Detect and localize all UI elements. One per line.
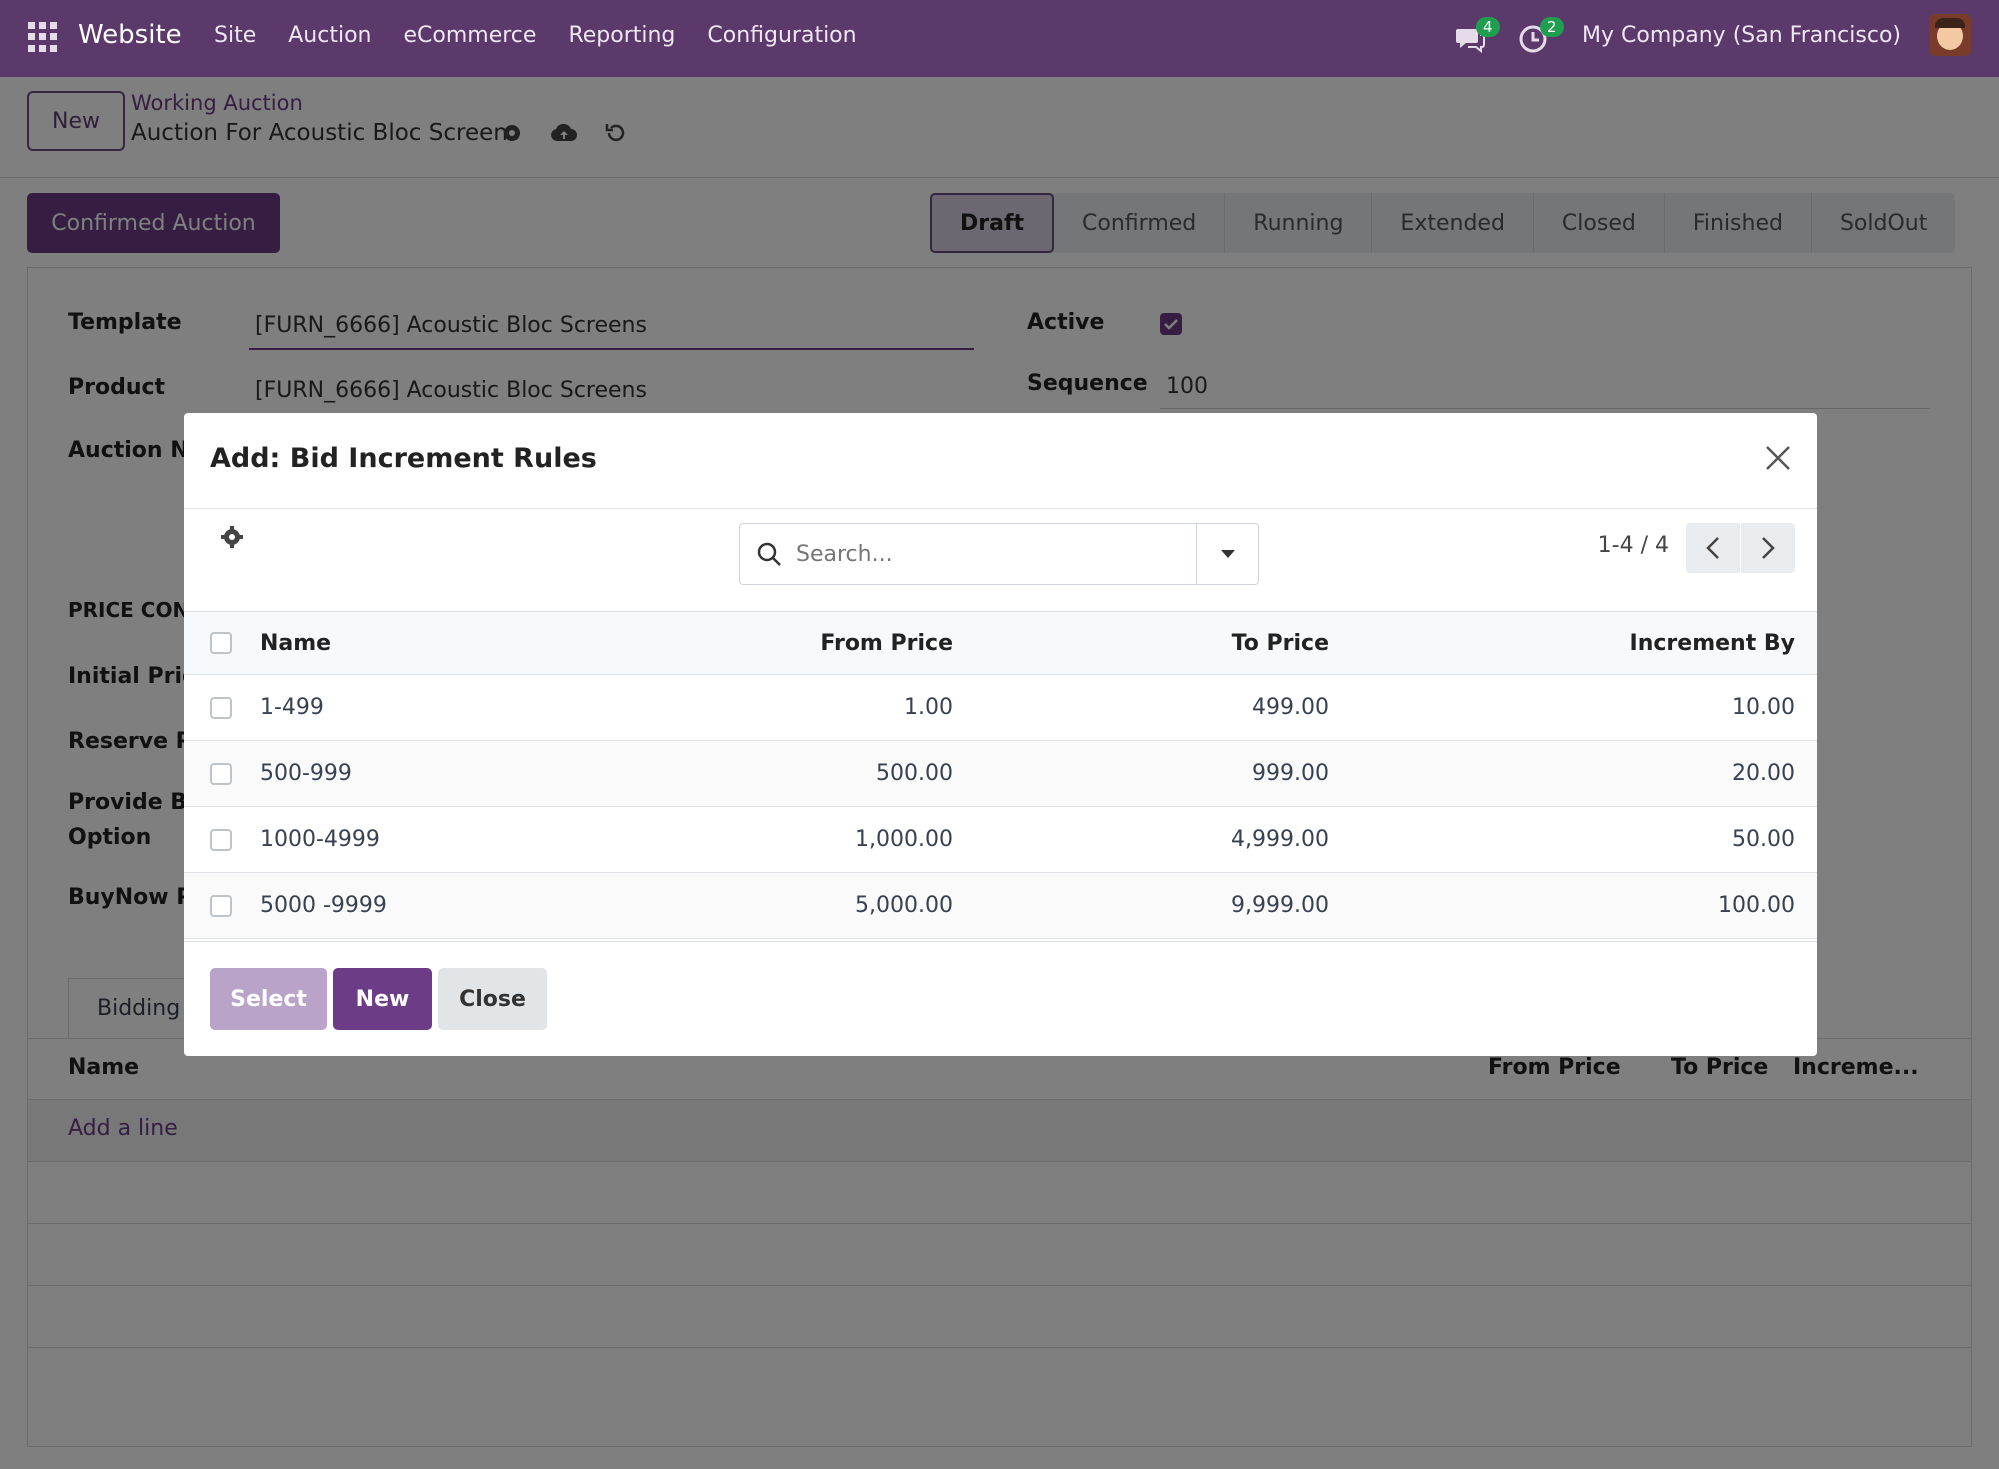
cell-name: 5000 -9999 — [260, 893, 387, 918]
pager-value[interactable]: 1-4 / 4 — [1597, 533, 1669, 558]
menu-item-configuration[interactable]: Configuration — [707, 23, 857, 48]
cell-to-price: 4,999.00 — [1231, 827, 1329, 852]
cell-increment: 10.00 — [1732, 695, 1795, 720]
table-row[interactable]: 1-499 1.00 499.00 10.00 — [184, 675, 1817, 741]
table-header: Name From Price To Price Increment By — [184, 611, 1817, 675]
dialog-close-button[interactable] — [1761, 441, 1795, 475]
cell-to-price: 999.00 — [1252, 761, 1329, 786]
user-avatar[interactable] — [1929, 14, 1971, 56]
gear-icon — [221, 526, 243, 548]
table-row[interactable]: 1000-4999 1,000.00 4,999.00 50.00 — [184, 807, 1817, 873]
col-name[interactable]: Name — [260, 630, 332, 656]
select-all-checkbox[interactable] — [210, 632, 232, 654]
clock-icon — [1519, 25, 1547, 53]
messages-button[interactable]: 4 — [1454, 15, 1500, 55]
cell-name: 500-999 — [260, 761, 352, 786]
pager-next-button[interactable] — [1741, 523, 1795, 573]
messages-badge: 4 — [1476, 17, 1500, 37]
cell-increment: 20.00 — [1732, 761, 1795, 786]
select-button[interactable]: Select — [210, 968, 327, 1030]
activities-button[interactable]: 2 — [1518, 15, 1564, 55]
menu-item-ecommerce[interactable]: eCommerce — [403, 23, 537, 48]
cell-from-price: 1.00 — [904, 695, 953, 720]
dialog-settings-button[interactable] — [220, 525, 244, 555]
cell-from-price: 1,000.00 — [855, 827, 953, 852]
col-increment-by[interactable]: Increment By — [1629, 630, 1795, 656]
row-checkbox[interactable] — [210, 696, 232, 719]
row-checkbox[interactable] — [210, 894, 232, 917]
main-menu: Site Auction eCommerce Reporting Configu… — [214, 23, 857, 48]
top-navbar: Website Site Auction eCommerce Reporting… — [0, 0, 1999, 77]
chevron-right-icon — [1762, 537, 1775, 559]
chevron-left-icon — [1706, 537, 1719, 559]
cell-increment: 50.00 — [1732, 827, 1795, 852]
cell-to-price: 499.00 — [1252, 695, 1329, 720]
search-options-toggle[interactable] — [1196, 524, 1258, 584]
activities-badge: 2 — [1540, 17, 1564, 37]
table-row[interactable]: 5000 -9999 5,000.00 9,999.00 100.00 — [184, 873, 1817, 939]
close-icon — [1766, 446, 1790, 470]
row-checkbox[interactable] — [210, 828, 232, 851]
cell-from-price: 500.00 — [876, 761, 953, 786]
col-to-price[interactable]: To Price — [1231, 630, 1329, 656]
cell-name: 1-499 — [260, 695, 324, 720]
menu-item-reporting[interactable]: Reporting — [568, 23, 676, 48]
menu-item-auction[interactable]: Auction — [288, 23, 372, 48]
cell-name: 1000-4999 — [260, 827, 380, 852]
cell-increment: 100.00 — [1718, 893, 1795, 918]
row-checkbox[interactable] — [210, 762, 232, 785]
search-icon — [757, 542, 781, 566]
cell-to-price: 9,999.00 — [1231, 893, 1329, 918]
app-brand[interactable]: Website — [78, 20, 182, 50]
add-bid-increment-dialog: Add: Bid Increment Rules 1-4 / 4 Name Fr… — [184, 413, 1817, 1056]
search-box — [739, 523, 1259, 585]
dialog-footer: Select New Close — [184, 941, 1817, 1056]
company-switcher[interactable]: My Company (San Francisco) — [1582, 22, 1901, 48]
navbar-systray: 4 2 My Company (San Francisco) — [1454, 14, 1971, 56]
close-button[interactable]: Close — [438, 968, 547, 1030]
caret-down-icon — [1220, 550, 1235, 558]
pager-previous-button[interactable] — [1686, 523, 1740, 573]
cell-from-price: 5,000.00 — [855, 893, 953, 918]
new-button[interactable]: New — [333, 968, 432, 1030]
apps-menu-icon[interactable] — [28, 22, 58, 52]
col-from-price[interactable]: From Price — [820, 630, 953, 656]
table-row[interactable]: 500-999 500.00 999.00 20.00 — [184, 741, 1817, 807]
dialog-title: Add: Bid Increment Rules — [210, 443, 597, 474]
rules-table: Name From Price To Price Increment By 1-… — [184, 611, 1817, 939]
search-input[interactable] — [796, 541, 1176, 567]
menu-item-site[interactable]: Site — [214, 23, 257, 48]
